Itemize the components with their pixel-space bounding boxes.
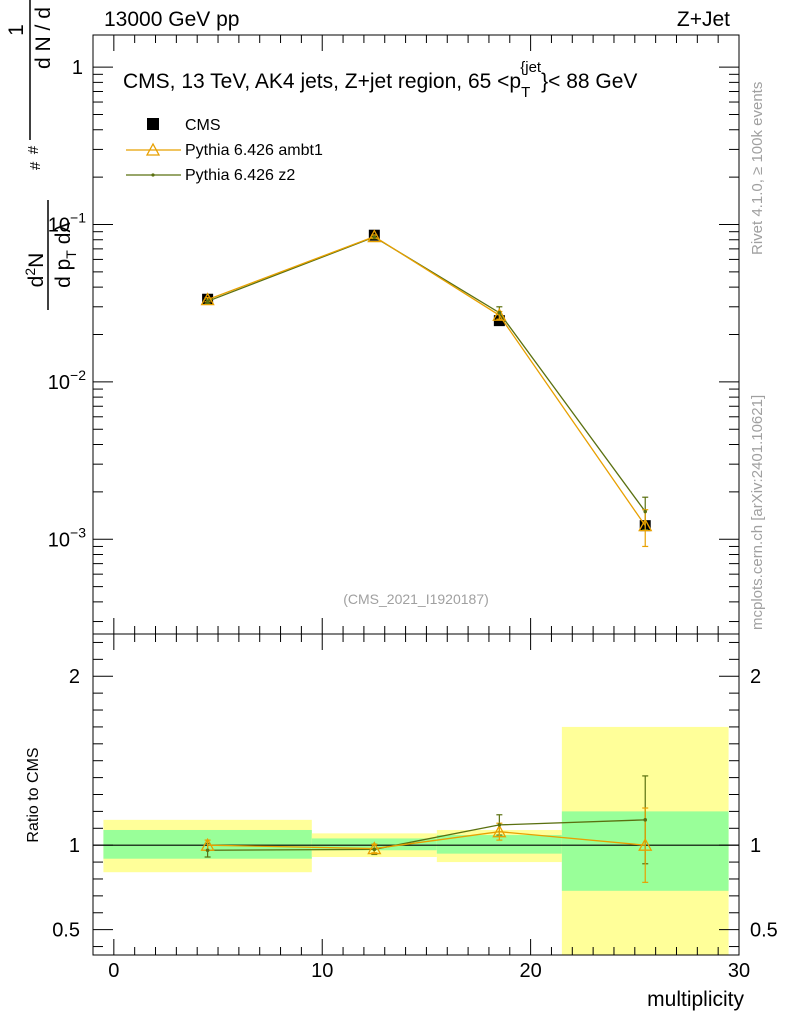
ratio-z2-point [372,847,377,852]
ambt1-point [492,307,507,321]
legend-cms-marker [147,118,159,130]
svg-text:d2N: d2N [22,253,48,288]
legend-entry-z2: Pythia 6.426 z2 [126,167,295,184]
legend-z2-marker [151,173,155,177]
ratio-y-tick-label-right: 1 [750,835,761,857]
svg-text:d N / d pT: d N / d pT [32,0,59,69]
legend-z2-label: Pythia 6.426 z2 [185,167,295,184]
z2-point [372,235,377,239]
main-title: CMS, 13 TeV, AK4 jets, Z+jet region, 65 … [123,59,637,101]
z2-point [643,509,648,514]
z2-line [207,236,646,512]
svg-text:1: 1 [5,24,28,36]
ratio-tick-labels: 0.5 0.51 12 20 10 20 30 [52,666,778,982]
x-tick-label: 10 [311,960,333,982]
ratio-y-tick-label-right: 2 [750,666,761,688]
main-y-tick-label: 10−3 [48,524,86,551]
z2-point [497,310,502,315]
main-y-axis-label: # 1 d N / d pT d2N d pT dλ # # [5,0,79,310]
ratio-axis-ticks [93,634,740,955]
ambt1-point [367,229,382,243]
legend-ambt1-marker [145,142,161,156]
legend-entry-cms: CMS [147,117,221,134]
x-tick-label: 0 [108,960,119,982]
legend-cms-label: CMS [185,117,221,134]
legend-entry-ambt1: Pythia 6.426 ambt1 [126,142,323,159]
x-tick-label: 20 [519,960,541,982]
ratio-ambt1-line [207,831,646,850]
ratio-ambt1-point [367,841,382,855]
header-energy-label: 13000 GeV pp [104,8,239,31]
main-y-tick-label: 10−1 [48,209,86,236]
ratio-y-axis-label: Ratio to CMS [25,747,42,842]
rivet-version-label: Rivet 4.1.0, ≥ 100k events [749,82,766,255]
legend-ambt1-label: Pythia 6.426 ambt1 [185,142,323,159]
ratio-z2-point [205,848,210,853]
ratio-z2-point [643,818,648,822]
ratio-y-tick-label: 0.5 [52,920,80,942]
svg-text:#: # [25,145,42,154]
ratio-z2-point [497,823,502,827]
legend: CMS Pythia 6.426 ambt1 Pythia 6.426 z2 [126,117,323,184]
analysis-id-label: (CMS_2021_I1920187) [343,591,489,607]
ratio-ambt1-point [492,824,507,838]
main-series [200,229,653,548]
ratio-z2-line [207,819,646,851]
main-axis-ticks [93,35,740,634]
main-y-tick-label: 10−2 [48,367,86,394]
x-axis-label: multiplicity [647,988,744,1011]
ratio-y-tick-label: 1 [69,835,80,857]
ambt1-point [200,292,215,306]
source-label: mcplots.cern.ch [arXiv:2401.10621] [749,395,766,630]
x-tick-label: 30 [728,960,750,982]
ratio-inner-band [436,835,562,854]
svg-text:#: # [27,161,44,170]
header-process-label: Z+Jet [677,8,730,31]
ratio-y-tick-label: 2 [69,666,80,688]
ratio-ambt1-point [638,837,653,851]
z2-point [205,299,210,304]
ratio-series [200,775,653,883]
main-y-tick-label: 1 [72,57,83,79]
ratio-y-tick-label-right: 0.5 [750,920,778,942]
main-y-tick-labels: 1 10−1 10−2 10−3 [48,57,86,551]
ambt1-line [207,235,646,527]
ambt1-point [638,518,653,532]
